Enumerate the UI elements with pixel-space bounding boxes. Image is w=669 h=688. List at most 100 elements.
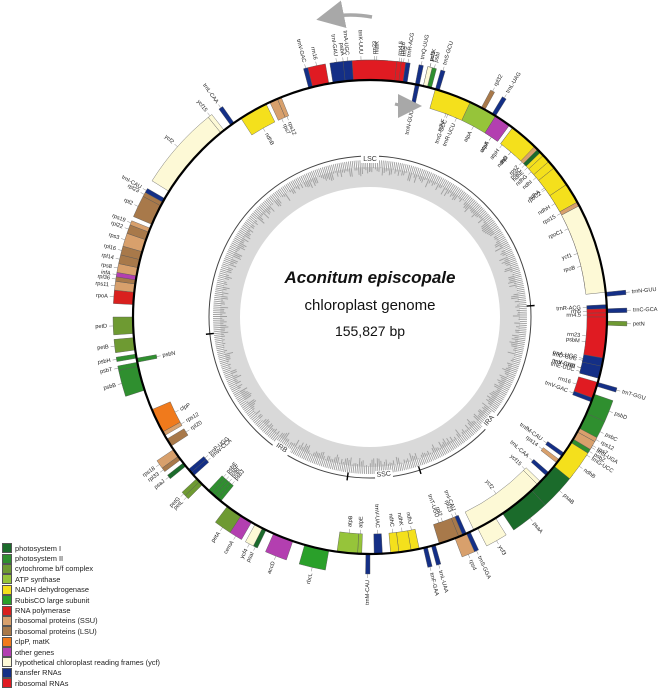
- gene-label: trnM-CAU: [365, 580, 371, 605]
- gene-label: psbB: [103, 383, 117, 392]
- gene-block-ycf1: [562, 206, 606, 295]
- legend-item: other genes: [2, 647, 172, 657]
- legend-label: NADH dehydrogenase: [15, 585, 89, 594]
- gene-label: rpl14: [101, 253, 114, 262]
- gene-tick: [113, 359, 117, 360]
- gene-label: ycf15: [509, 454, 523, 468]
- legend-label: ATP synthase: [15, 575, 60, 584]
- gene-tick: [121, 239, 125, 240]
- legend-swatch: [2, 668, 12, 678]
- gene-tick: [508, 152, 511, 155]
- gene-label: ndhK: [396, 512, 404, 526]
- gene-tick: [500, 145, 502, 148]
- gene-block-trnl-caa: [531, 459, 549, 475]
- gene-tick: [616, 390, 620, 391]
- legend-swatch: [2, 626, 12, 636]
- gene-block-rpoa: [113, 290, 134, 304]
- gene-tick: [593, 446, 596, 448]
- gene-tick: [186, 430, 189, 432]
- gene-label: accD: [267, 561, 277, 575]
- gene-label: trnV-UAC: [373, 504, 380, 528]
- gene-tick: [220, 528, 222, 531]
- gene-tick: [184, 497, 187, 500]
- gene-block-trnn-guu: [606, 290, 626, 296]
- gene-tick: [157, 356, 161, 357]
- gene-tick: [574, 254, 578, 255]
- legend-item: ribosomal proteins (SSU): [2, 616, 172, 626]
- legend-label: hypothetical chloroplast reading frames …: [15, 658, 160, 667]
- direction-arrow-outer: [330, 15, 372, 17]
- gene-tick: [282, 119, 284, 123]
- gene-tick: [113, 274, 117, 275]
- gene-tick: [472, 126, 474, 130]
- legend-swatch: [2, 595, 12, 605]
- gene-tick: [468, 554, 470, 558]
- gene-tick: [316, 62, 317, 66]
- gene-block-trnl-caa: [219, 106, 234, 125]
- gene-tick: [455, 512, 457, 516]
- gene-tick: [112, 278, 116, 279]
- gene-tick: [311, 567, 312, 571]
- gene-block-petn: [607, 321, 627, 326]
- gene-tick: [494, 490, 496, 493]
- gene-block-trnl-uaa: [431, 545, 440, 565]
- gene-tick: [156, 464, 159, 466]
- gene-tick: [530, 458, 533, 461]
- gene-label: ycf2: [484, 479, 495, 491]
- gene-label: rpoB: [563, 265, 576, 274]
- gene-tick: [421, 61, 422, 65]
- gene-tick: [596, 440, 600, 442]
- gene-label: rpl2: [123, 197, 134, 206]
- gene-block-trnm-cau: [366, 554, 370, 574]
- gene-label: trnS-GCU: [442, 41, 455, 66]
- gene-label: clpP: [179, 402, 192, 412]
- gene-tick: [263, 128, 265, 131]
- gene-label: ndhD: [496, 155, 509, 169]
- gene-tick: [229, 479, 232, 482]
- gene-label: trnL-UAG: [505, 71, 522, 94]
- gene-tick: [573, 383, 577, 384]
- gene-label: ndhH: [537, 205, 552, 217]
- gene-label: rps3: [108, 232, 120, 241]
- legend-label: ribosomal proteins (LSU): [15, 627, 97, 636]
- gene-label: rrn4.5: [566, 313, 581, 319]
- legend-item: clpP, matK: [2, 637, 172, 647]
- gene-tick: [579, 358, 583, 359]
- gene-tick: [439, 565, 440, 569]
- gene-label: trnK-UUU: [356, 30, 363, 54]
- gene-label: rpl16: [103, 243, 117, 252]
- gene-tick: [305, 64, 306, 68]
- gene-block-accd: [265, 534, 292, 560]
- gene-tick: [539, 447, 542, 449]
- gene-tick: [274, 556, 275, 560]
- gene-tick: [438, 519, 439, 523]
- gene-label: ndhB: [582, 468, 596, 481]
- gene-tick: [181, 422, 184, 424]
- legend-item: ATP synthase: [2, 574, 172, 584]
- legend-item: photosystem II: [2, 553, 172, 563]
- gene-label: trnV-GAC: [295, 39, 307, 64]
- gene-label: psaA: [531, 521, 544, 535]
- center-subtitle: chloroplast genome: [305, 297, 436, 314]
- legend-swatch: [2, 543, 12, 553]
- gene-label: psaJ: [153, 479, 166, 491]
- gene-block-psbh: [116, 354, 136, 362]
- gene-tick: [528, 172, 531, 175]
- gene-tick: [443, 67, 444, 71]
- gene-label: petB: [97, 344, 109, 351]
- gene-label: rrn23: [567, 332, 581, 339]
- legend-swatch: [2, 678, 12, 688]
- gene-tick: [116, 258, 120, 259]
- gene-block-trnl-uag: [492, 97, 506, 116]
- gene-tick: [445, 114, 446, 118]
- gene-tick: [234, 536, 236, 539]
- gene-tick: [232, 481, 235, 484]
- gene-label: rbcL: [306, 573, 314, 585]
- legend-swatch: [2, 647, 12, 657]
- gene-tick: [609, 411, 613, 412]
- legend-item: RubisCO large subunit: [2, 595, 172, 605]
- gene-block-rrn23: [352, 60, 397, 81]
- gene-tick: [455, 118, 457, 122]
- gene-tick: [497, 541, 499, 544]
- gene-tick: [434, 64, 435, 68]
